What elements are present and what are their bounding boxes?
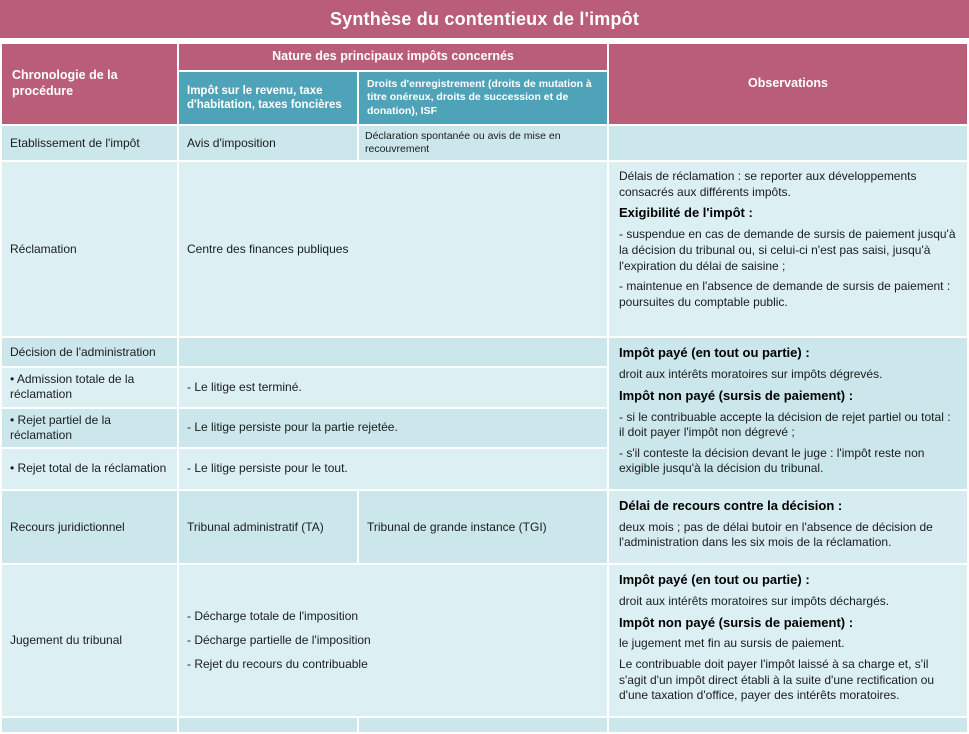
cell-recours-droits: Tribunal de grande instance (TGI) <box>359 491 607 564</box>
partial-cell <box>2 717 177 732</box>
jugement-line: - Décharge partielle de l'imposition <box>187 632 371 647</box>
row-rejet-total: • Rejet total de la réclamation - Le lit… <box>2 448 967 489</box>
row-etablissement-label: Etablissement de l'impôt <box>2 126 177 161</box>
obs-paragraph: Le contribuable doit payer l'impôt laiss… <box>619 657 935 703</box>
jugement-line: - Décharge totale de l'imposition <box>187 608 359 623</box>
obs-paragraph: - suspendue en cas de demande de sursis … <box>619 227 956 273</box>
row-decision: Décision de l'administration Impôt payé … <box>2 338 967 489</box>
header-nature-group: Nature des principaux impôts concernés <box>179 44 607 70</box>
row-rejet-partiel: • Rejet partiel de la réclamation - Le l… <box>2 408 967 447</box>
obs-paragraph: le jugement met fin au sursis de paiemen… <box>619 636 845 651</box>
obs-paragraph: - maintenue en l'absence de demande de s… <box>619 279 951 309</box>
header-droits-enregistrement: Droits d'enregistrement (droits de mutat… <box>359 72 607 124</box>
row-admission-totale-label: • Admission totale de la réclamation <box>2 368 177 407</box>
partial-cell <box>179 717 357 732</box>
cell-jugement-merged: - Décharge totale de l'imposition - Déch… <box>179 565 607 716</box>
row-admission-totale: • Admission totale de la réclamation - L… <box>2 368 967 407</box>
row-rejet-total-label: • Rejet total de la réclamation <box>2 448 177 489</box>
cell-jugement-obs: Impôt payé (en tout ou partie) : droit a… <box>609 565 967 716</box>
row-reclamation-label: Réclamation <box>2 162 177 337</box>
partial-cell <box>359 717 607 732</box>
cell-recours-ir: Tribunal administratif (TA) <box>179 491 357 564</box>
header-impot-revenu: Impôt sur le revenu, taxe d'habitation, … <box>179 72 357 124</box>
tax-litigation-table: Chronologie de la procédure Nature des p… <box>0 42 969 734</box>
cell-decision-obs: Impôt payé (en tout ou partie) : droit a… <box>609 338 967 489</box>
obs-heading: Impôt non payé (sursis de paiement) : <box>619 614 854 630</box>
cell-etablissement-ir: Avis d'imposition <box>179 126 357 161</box>
jugement-line: - Rejet du recours du contribuable <box>187 656 368 671</box>
obs-heading: Impôt non payé (sursis de paiement) : <box>619 387 854 403</box>
obs-heading: Délai de recours contre la décision : <box>619 498 843 513</box>
obs-heading: Exigibilité de l'impôt : <box>619 205 753 221</box>
cell-admission-totale-merged: - Le litige est terminé. <box>179 368 607 407</box>
cell-reclamation-obs: Délais de réclamation : se reporter aux … <box>609 162 967 337</box>
obs-paragraph: droit aux intérêts moratoires sur impôts… <box>619 367 883 382</box>
obs-paragraph: - s'il conteste la décision devant le ju… <box>619 445 925 476</box>
row-reclamation: Réclamation Centre des finances publique… <box>2 162 967 337</box>
row-jugement-label: Jugement du tribunal <box>2 565 177 716</box>
cell-reclamation-merged: Centre des finances publiques <box>179 162 607 337</box>
partial-cell <box>609 717 967 732</box>
cell-rejet-partiel-merged: - Le litige persiste pour la partie reje… <box>179 408 607 447</box>
cell-recours-obs: Délai de recours contre la décision : de… <box>609 491 967 564</box>
obs-paragraph: deux mois ; pas de délai butoir en l'abs… <box>619 519 933 550</box>
header-observations: Observations <box>609 44 967 124</box>
row-recours-label: Recours juridictionnel <box>2 491 177 564</box>
header-chronologie: Chronologie de la procédure <box>2 44 177 124</box>
row-jugement: Jugement du tribunal - Décharge totale d… <box>2 565 967 716</box>
obs-paragraph: Délais de réclamation : se reporter aux … <box>619 169 917 199</box>
cell-etablissement-droits: Déclaration spontanée ou avis de mise en… <box>359 126 607 161</box>
row-rejet-partiel-label: • Rejet partiel de la réclamation <box>2 408 177 447</box>
obs-heading: Impôt payé (en tout ou partie) : <box>619 345 810 361</box>
cell-decision-merged-empty <box>179 338 607 367</box>
cell-rejet-total-merged: - Le litige persiste pour le tout. <box>179 448 607 489</box>
row-decision-label: Décision de l'administration <box>2 338 177 367</box>
obs-paragraph: droit aux intérêts moratoires sur impôts… <box>619 593 890 608</box>
row-recours: Recours juridictionnel Tribunal administ… <box>2 491 967 564</box>
row-partial-bottom <box>2 717 967 732</box>
obs-paragraph: - si le contribuable accepte la décision… <box>619 409 951 440</box>
row-etablissement: Etablissement de l'impôt Avis d'impositi… <box>2 126 967 161</box>
cell-etablissement-obs <box>609 126 967 161</box>
page-title: Synthèse du contentieux de l'impôt <box>0 0 969 38</box>
obs-heading: Impôt payé (en tout ou partie) : <box>619 572 810 588</box>
